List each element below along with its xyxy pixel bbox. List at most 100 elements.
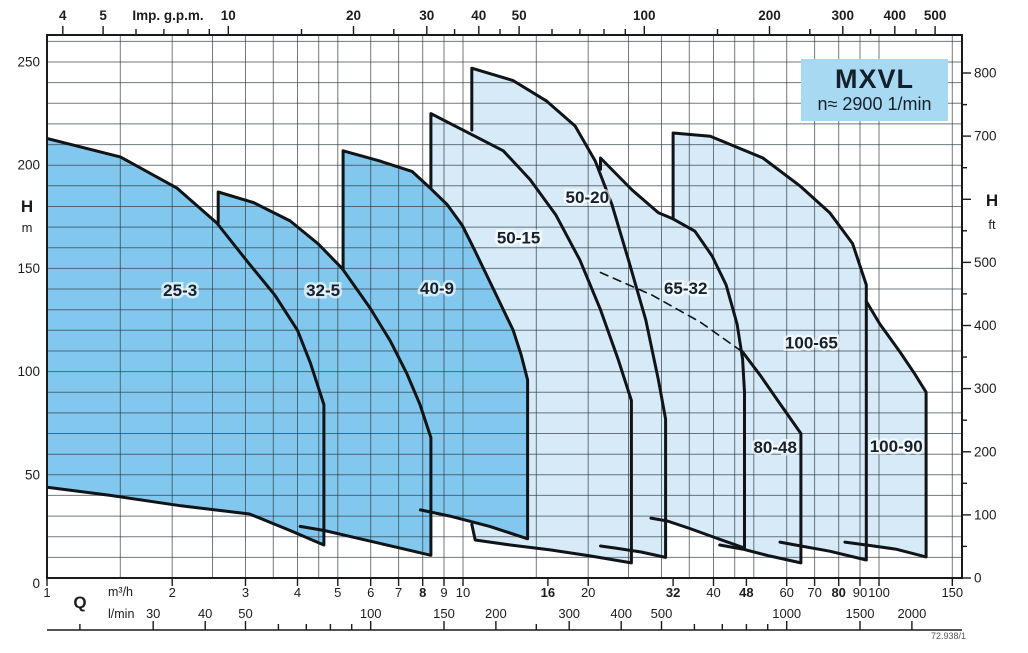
lmin-tick-label: 150 bbox=[433, 606, 455, 621]
right-tick-label: 200 bbox=[974, 444, 997, 459]
region-label-65-32: 65-32 bbox=[664, 279, 707, 298]
region-outline-50-20 bbox=[470, 66, 668, 559]
bottom-tick-label: 2 bbox=[169, 585, 176, 600]
left-tick-label: 250 bbox=[17, 55, 40, 70]
region-fill-32-5 bbox=[218, 192, 431, 556]
lmin-tick-label: 300 bbox=[558, 606, 580, 621]
bottom-tick-label: 5 bbox=[334, 585, 341, 600]
left-axis-title: H bbox=[21, 197, 33, 216]
left-tick-label: 0 bbox=[32, 576, 40, 591]
bottom-tick-label: 20 bbox=[581, 585, 595, 600]
bottom-axis-m3h: 1 2 3 4 5 6 7 8 9 10 16 20 32 40 48 60 70 80 90 100 150 Qm³/h bbox=[43, 578, 963, 612]
bottom-tick-label: 1 bbox=[43, 585, 50, 600]
document-code: 72.938/1 bbox=[930, 631, 966, 641]
region-outline-32-5 bbox=[216, 190, 433, 557]
bottom-tick-label: 48 bbox=[739, 585, 753, 600]
chart-speed: n≈ 2900 1/min bbox=[817, 94, 932, 115]
right-axis: 0 100 200 300 400 500 700 800 Hft bbox=[962, 66, 998, 586]
lmin-tick-label: 2000 bbox=[897, 606, 926, 621]
right-tick-label: 100 bbox=[974, 507, 997, 522]
bottom-tick-label: 10 bbox=[456, 585, 470, 600]
top-tick-label: 300 bbox=[832, 8, 855, 23]
lmin-tick-label: 100 bbox=[360, 606, 382, 621]
lmin-tick-label: 200 bbox=[485, 606, 507, 621]
top-tick-label: 4 bbox=[59, 8, 67, 23]
bottom-tick-label: 90 bbox=[853, 585, 867, 600]
title-box: MXVL n≈ 2900 1/min bbox=[801, 59, 948, 121]
left-axis-unit: m bbox=[22, 220, 33, 235]
bottom-tick-label: 60 bbox=[779, 585, 793, 600]
left-tick-label: 150 bbox=[17, 261, 40, 276]
left-tick-label: 50 bbox=[25, 467, 40, 482]
right-tick-label: 500 bbox=[974, 255, 997, 270]
region-dashed-top-80-48 bbox=[599, 271, 744, 353]
region-fill-65-32 bbox=[600, 158, 745, 549]
region-label-40-9: 40-9 bbox=[420, 279, 454, 298]
m3h-unit: m³/h bbox=[108, 585, 133, 599]
region-fill-25-3 bbox=[47, 138, 324, 545]
right-tick-label: 0 bbox=[974, 571, 982, 586]
top-tick-label: 500 bbox=[924, 8, 947, 23]
right-tick-label: 400 bbox=[974, 318, 997, 333]
envelope-outlines bbox=[47, 66, 928, 565]
top-axis: 4 5 10 20 30 40 50 100 200 300 400 500 Imp. g.p.m. bbox=[59, 8, 946, 35]
top-tick-label: 10 bbox=[221, 8, 236, 23]
bottom-tick-label: 70 bbox=[807, 585, 821, 600]
top-tick-label: 400 bbox=[884, 8, 907, 23]
bottom-tick-label: 6 bbox=[367, 585, 374, 600]
region-label-50-20: 50-20 bbox=[566, 188, 609, 207]
right-tick-label: 300 bbox=[974, 381, 997, 396]
bottom-axis-lmin: 30 40 50 100 150 200 300 400 500 1000 1500 2000 l/mi… bbox=[47, 606, 962, 631]
right-axis-unit: ft bbox=[988, 217, 996, 232]
bottom-tick-label: 7 bbox=[395, 585, 402, 600]
right-tick-label: 800 bbox=[974, 66, 997, 81]
top-tick-label: 100 bbox=[633, 8, 656, 23]
region-outline-50-15 bbox=[429, 112, 633, 565]
bottom-tick-label: 100 bbox=[868, 585, 890, 600]
left-tick-label: 200 bbox=[17, 158, 40, 173]
chart-title: MXVL bbox=[834, 63, 914, 94]
region-label-32-5: 32-5 bbox=[306, 281, 340, 300]
bottom-tick-label: 16 bbox=[541, 585, 555, 600]
left-axis: 0 50 100 150 200 250 Hm bbox=[17, 55, 40, 592]
top-tick-label: 20 bbox=[346, 8, 361, 23]
top-tick-label: 5 bbox=[99, 8, 107, 23]
top-tick-label: 200 bbox=[758, 8, 781, 23]
bottom-tick-label: 3 bbox=[242, 585, 249, 600]
lmin-unit: l/min bbox=[108, 607, 134, 621]
region-labels: 25-3 32-5 40-9 50-15 50-20 65-32 80-48 100-65 10… bbox=[161, 186, 925, 460]
region-label-50-15: 50-15 bbox=[497, 228, 540, 247]
lmin-tick-label: 1000 bbox=[772, 606, 801, 621]
lmin-tick-label: 500 bbox=[651, 606, 673, 621]
right-axis-title: H bbox=[986, 191, 998, 210]
top-tick-label: 50 bbox=[512, 8, 527, 23]
region-label-100-90: 100-90 bbox=[870, 437, 923, 456]
bottom-tick-label: 8 bbox=[419, 585, 426, 600]
region-label-25-3: 25-3 bbox=[163, 281, 197, 300]
region-outline-100-90 bbox=[843, 299, 928, 559]
region-outline-80-48 bbox=[718, 350, 803, 565]
top-tick-label: 40 bbox=[471, 8, 486, 23]
region-fill-100-65 bbox=[673, 133, 867, 560]
lmin-tick-label: 400 bbox=[610, 606, 632, 621]
bottom-tick-label: 40 bbox=[706, 585, 720, 600]
lmin-tick-label: 30 bbox=[146, 606, 160, 621]
region-label-100-65: 100-65 bbox=[785, 334, 838, 353]
lmin-tick-label: 50 bbox=[238, 606, 252, 621]
region-label-80-48: 80-48 bbox=[753, 438, 796, 457]
grid bbox=[47, 35, 962, 578]
bottom-tick-label: 9 bbox=[440, 585, 447, 600]
flow-axis-symbol: Q bbox=[73, 593, 86, 612]
plot-border bbox=[46, 34, 963, 579]
bottom-tick-label: 150 bbox=[941, 585, 963, 600]
top-axis-unit: Imp. g.p.m. bbox=[132, 8, 203, 23]
right-tick-label: 700 bbox=[974, 129, 997, 144]
bottom-tick-label: 4 bbox=[294, 585, 301, 600]
region-outline-100-65 bbox=[671, 131, 868, 562]
lmin-tick-label: 40 bbox=[198, 606, 212, 621]
bottom-tick-label: 80 bbox=[831, 585, 845, 600]
lmin-tick-label: 1500 bbox=[846, 606, 875, 621]
left-tick-label: 100 bbox=[17, 364, 40, 379]
top-tick-label: 30 bbox=[419, 8, 434, 23]
